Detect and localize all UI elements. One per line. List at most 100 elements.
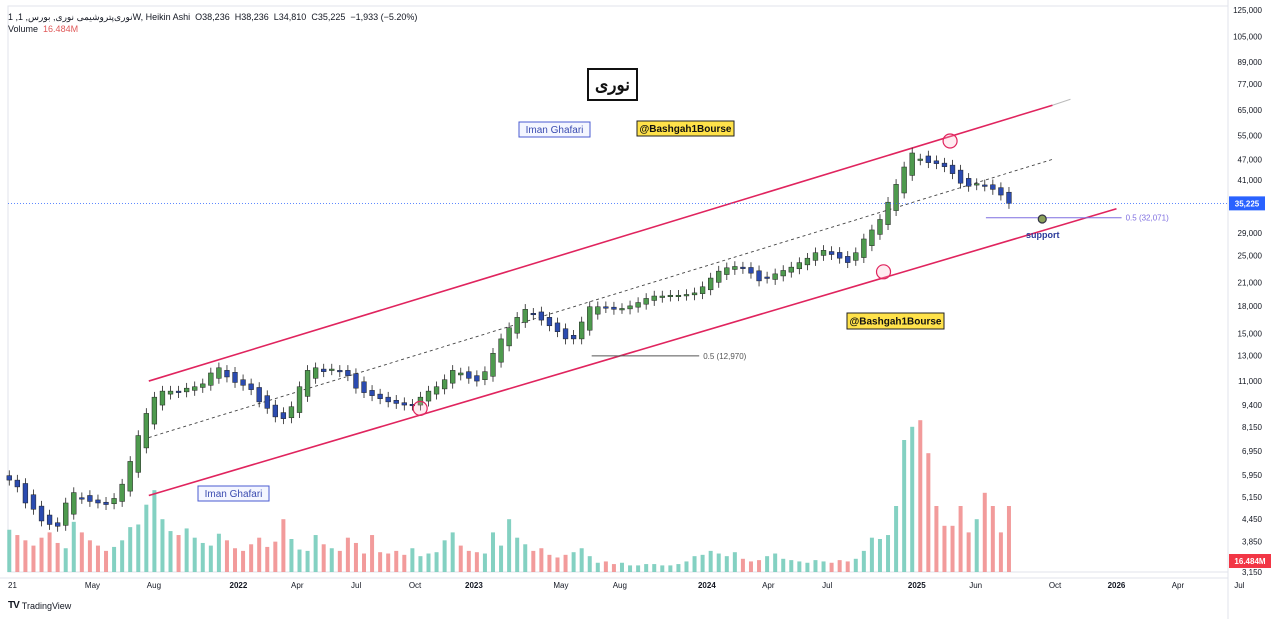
volume-bar: [628, 565, 633, 572]
volume-bar: [700, 554, 705, 572]
volume-bar: [757, 560, 762, 572]
volume-bar: [595, 562, 600, 572]
candle-body: [1006, 191, 1012, 204]
time-tick-label: Jun: [969, 581, 982, 590]
candle-body: [804, 257, 811, 266]
time-tick-label: Aug: [147, 581, 161, 590]
volume-bar: [63, 548, 68, 572]
candle-body: [119, 483, 125, 502]
volume-bar: [837, 560, 842, 572]
price-tick-label: 11,000: [1238, 377, 1262, 386]
volume-bar: [136, 524, 141, 572]
volume-bar: [773, 553, 778, 572]
candle-body: [87, 495, 93, 502]
candle-body: [562, 328, 569, 340]
candle-body: [264, 395, 270, 409]
tradingview-brand[interactable]: TV TradingView: [8, 600, 71, 611]
candle-body: [345, 370, 351, 376]
price-tick-label: 105,000: [1233, 33, 1262, 42]
volume-bar: [184, 528, 189, 572]
price-tick-label: 77,000: [1238, 80, 1263, 89]
volume-bar: [386, 553, 391, 572]
channel-upper-extension: [1052, 98, 1071, 106]
candle-body: [466, 371, 472, 379]
author-label: Iman Ghafari: [526, 125, 584, 136]
candle-body: [788, 266, 794, 273]
volume-bar: [531, 550, 536, 572]
volume-bar: [869, 537, 874, 572]
legend-ohlc: 1 ,نوری‌پتروشیمی نوری, بورس, 1W, Heikin …: [8, 12, 418, 22]
candle-body: [433, 386, 440, 395]
volume-bar: [692, 556, 697, 572]
volume-bar: [47, 532, 52, 572]
volume-bar: [418, 556, 423, 572]
volume-bar: [676, 564, 681, 572]
candle-body: [256, 387, 262, 403]
touch-point-circle: [942, 133, 958, 149]
candle-body: [982, 184, 988, 187]
candle-body: [764, 276, 770, 279]
candle-body: [329, 368, 335, 371]
time-tick-label: 2026: [1108, 581, 1126, 590]
candle-body: [877, 219, 883, 235]
candle-body: [643, 298, 649, 305]
volume-bar: [652, 564, 657, 572]
candle-body: [546, 317, 553, 327]
support-point-marker: [1037, 214, 1047, 224]
candle-body: [192, 386, 198, 391]
candle-body: [30, 494, 37, 510]
volume-bar: [120, 540, 125, 572]
volume-bar: [7, 529, 12, 572]
candle-body: [159, 390, 166, 406]
candle-body: [167, 390, 174, 395]
volume-bar: [329, 548, 334, 572]
volume-bar: [918, 420, 923, 572]
candle-body: [393, 400, 399, 404]
time-tick-label: Jul: [1234, 581, 1244, 590]
candle-body: [966, 178, 972, 187]
candle-body: [732, 266, 738, 270]
volume-bar: [740, 558, 745, 572]
volume-bar: [982, 492, 987, 572]
channel-middle-line: [148, 158, 1053, 438]
candle-body: [683, 294, 690, 297]
price-tick-label: 18,000: [1238, 302, 1263, 311]
author-label: Iman Ghafari: [205, 489, 263, 500]
candle-body: [353, 373, 359, 389]
volume-bar: [636, 565, 641, 572]
candle-body: [570, 335, 577, 340]
legend-close: C35,225: [311, 12, 346, 22]
volume-bar: [910, 426, 915, 572]
volume-bar: [861, 550, 866, 572]
volume-bar: [563, 554, 568, 572]
channel-label-box: [846, 312, 945, 330]
candle-body: [490, 352, 496, 377]
volume-bar: [732, 552, 737, 572]
volume-bar: [619, 562, 624, 572]
volume-bar: [789, 560, 794, 572]
candle-body: [554, 322, 561, 332]
candle-body: [828, 251, 835, 255]
volume-bar: [71, 521, 76, 572]
candle-body: [506, 327, 512, 347]
candle-body: [796, 262, 802, 270]
candle-body: [385, 396, 391, 403]
candle-body: [522, 309, 528, 323]
candle-body: [893, 184, 899, 211]
volume-bar: [160, 519, 165, 572]
candle-body: [482, 371, 488, 380]
author-label-box: [518, 121, 591, 138]
candle-body: [667, 294, 674, 297]
volume-bar: [507, 519, 512, 572]
volume-bar: [426, 553, 431, 572]
volume-bar: [482, 553, 487, 572]
candle-body: [369, 390, 375, 396]
price-tick-label: 8,150: [1242, 423, 1263, 432]
volume-bar: [894, 506, 899, 572]
legend-symbol[interactable]: 1 ,نوری‌پتروشیمی نوری, بورس, 1W: [8, 12, 141, 22]
volume-bar: [168, 531, 173, 572]
volume-bar: [571, 552, 576, 572]
legend-volume-label[interactable]: Volume: [8, 24, 39, 34]
volume-bar: [410, 548, 415, 572]
